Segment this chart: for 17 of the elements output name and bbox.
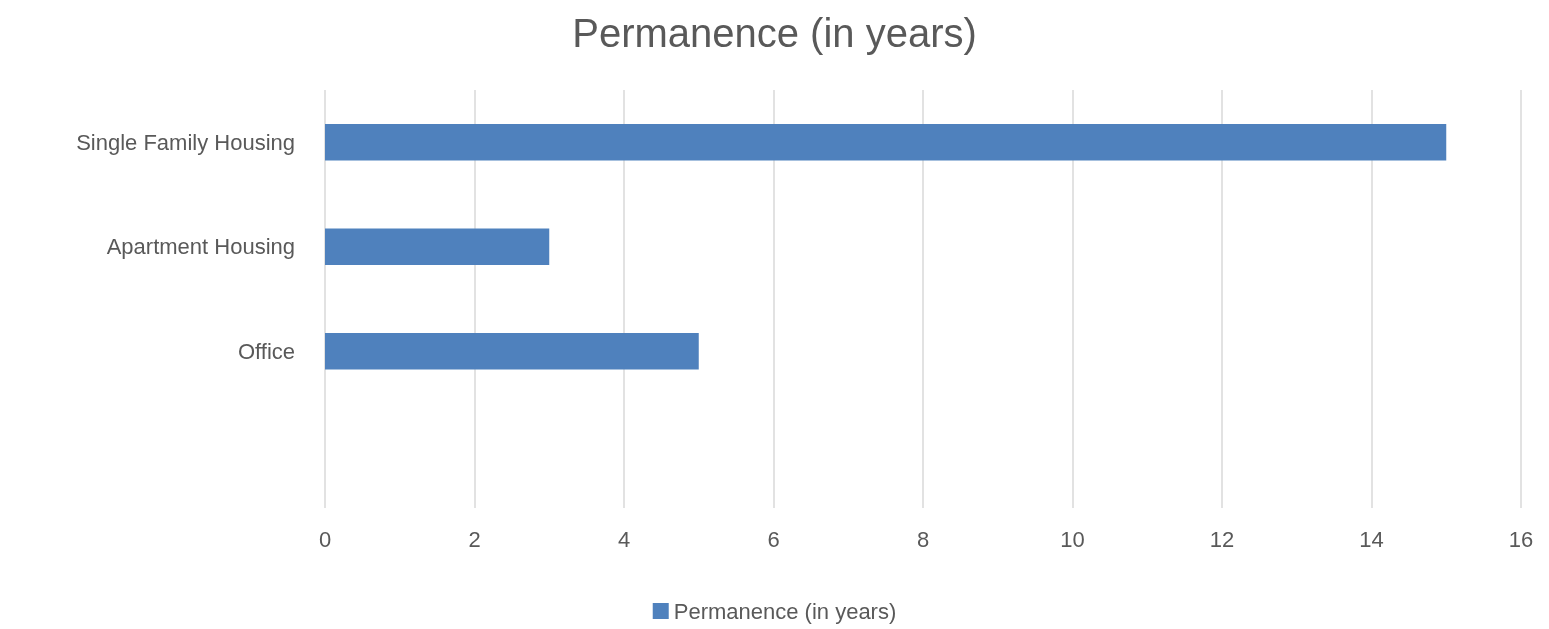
x-tick-label: 10	[1060, 526, 1085, 552]
x-tick-label: 2	[468, 526, 481, 552]
bar	[325, 332, 699, 370]
x-tick-label: 8	[916, 526, 930, 552]
bar	[325, 228, 550, 266]
y-tick-label: Office	[237, 338, 295, 364]
x-tick-label: 4	[617, 526, 631, 552]
y-tick-label: Apartment Housing	[106, 234, 295, 260]
x-tick-label: 16	[1508, 526, 1534, 552]
x-tick-label: 6	[767, 526, 780, 552]
legend-label: Permanence (in years)	[673, 598, 897, 624]
y-tick-label: Single Family Housing	[76, 129, 295, 155]
chart-title: Permanence (in years)	[572, 11, 977, 55]
bar	[325, 123, 1447, 161]
x-tick-label: 14	[1359, 526, 1384, 552]
x-tick-label: 0	[318, 526, 332, 552]
x-tick-label: 12	[1209, 526, 1235, 552]
